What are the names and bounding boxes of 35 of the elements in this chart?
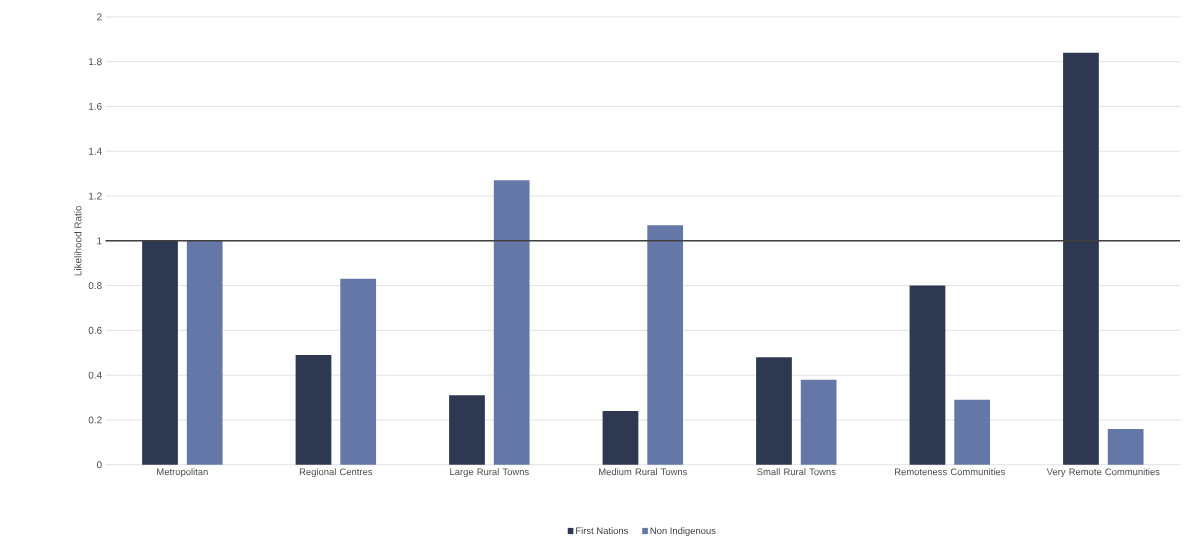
x-tick-label: Metropolitan bbox=[157, 468, 208, 477]
x-tick-label: Large Rural Towns bbox=[450, 468, 529, 477]
bar bbox=[954, 399, 991, 465]
y-tick-label: 0 bbox=[96, 461, 102, 469]
y-tick-label: 1.2 bbox=[89, 192, 102, 200]
y-tick-label: 1.6 bbox=[89, 102, 102, 110]
bar bbox=[647, 225, 684, 465]
legend-label: Non Indigenous bbox=[650, 527, 716, 536]
y-tick-label: 2 bbox=[97, 13, 102, 21]
bar bbox=[1107, 428, 1144, 465]
bar bbox=[340, 278, 377, 465]
y-tick-label: 0.2 bbox=[88, 416, 102, 424]
y-tick-label: 0.8 bbox=[88, 281, 102, 289]
y-tick-label: 0.6 bbox=[88, 326, 102, 334]
bar bbox=[295, 354, 332, 465]
x-tick-label: Medium Rural Towns bbox=[599, 468, 688, 476]
bar bbox=[1063, 52, 1099, 465]
bar bbox=[909, 285, 946, 465]
bar bbox=[186, 240, 223, 465]
y-tick-label: 1.8 bbox=[89, 58, 102, 66]
y-tick-label: 0.4 bbox=[88, 371, 102, 379]
y-axis-title: Likelihood Ratio bbox=[74, 205, 82, 276]
bar bbox=[493, 180, 530, 465]
x-tick-label: Regional Centres bbox=[299, 468, 373, 477]
y-tick-label: 1 bbox=[97, 237, 102, 245]
bar bbox=[602, 410, 639, 465]
x-tick-label: Remoteness Communities bbox=[895, 468, 1006, 476]
legend-label: First Nations bbox=[576, 527, 628, 534]
bar bbox=[142, 240, 178, 465]
y-tick-label: 1.4 bbox=[89, 147, 102, 155]
x-tick-label: Small Rural Towns bbox=[757, 468, 836, 476]
bar bbox=[800, 379, 837, 465]
x-tick-label: Very Remote Communities bbox=[1046, 468, 1160, 477]
bar bbox=[756, 357, 792, 465]
bar bbox=[449, 395, 485, 465]
